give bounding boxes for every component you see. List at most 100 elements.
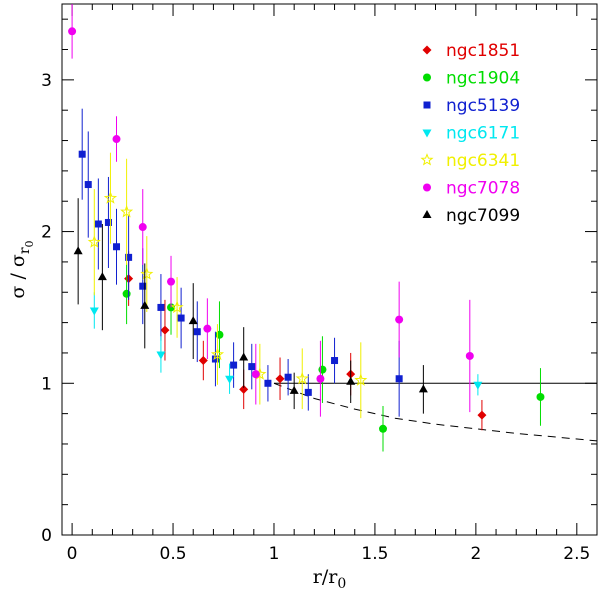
data-point bbox=[473, 381, 483, 390]
data-point bbox=[316, 374, 325, 383]
data-point bbox=[193, 328, 201, 336]
legend-label: ngc5139 bbox=[446, 96, 520, 116]
legend-marker bbox=[422, 45, 432, 55]
y-tick-label: 1 bbox=[41, 374, 52, 394]
data-point bbox=[140, 267, 154, 280]
data-point bbox=[87, 235, 101, 248]
data-point bbox=[379, 424, 387, 433]
legend-marker bbox=[420, 153, 434, 166]
data-point bbox=[177, 314, 185, 322]
data-point bbox=[477, 410, 487, 420]
series-ngc5139 bbox=[78, 108, 403, 417]
data-point bbox=[304, 388, 312, 396]
plot-frame bbox=[61, 3, 598, 536]
legend-item-ngc5139: ngc5139 bbox=[423, 96, 520, 116]
data-point bbox=[68, 27, 77, 36]
legend-item-ngc7078: ngc7078 bbox=[423, 179, 520, 199]
data-point bbox=[140, 300, 150, 309]
data-point bbox=[84, 181, 92, 189]
data-point bbox=[122, 289, 131, 298]
data-point bbox=[395, 375, 403, 383]
x-tick-label: 0 bbox=[67, 544, 78, 564]
data-point bbox=[418, 384, 428, 393]
x-tick-label: 2.5 bbox=[563, 544, 590, 564]
legend-marker bbox=[423, 101, 431, 109]
data-point bbox=[125, 253, 133, 261]
data-point bbox=[536, 392, 545, 401]
data-point bbox=[354, 373, 368, 386]
data-point bbox=[203, 324, 212, 333]
data-point bbox=[73, 246, 83, 255]
data-point bbox=[156, 351, 166, 360]
data-point bbox=[167, 277, 176, 286]
data-point bbox=[289, 385, 299, 394]
data-point bbox=[210, 347, 225, 361]
data-point bbox=[239, 352, 249, 361]
data-points-layer bbox=[68, 4, 545, 452]
data-point bbox=[112, 135, 121, 144]
data-point bbox=[331, 357, 339, 365]
legend-label: ngc7099 bbox=[446, 206, 520, 226]
data-point bbox=[275, 374, 285, 384]
data-point bbox=[295, 371, 309, 385]
data-point bbox=[97, 272, 107, 281]
legend-label: ngc1851 bbox=[446, 41, 520, 61]
legend-item-ngc7099: ngc7099 bbox=[422, 206, 520, 226]
x-tick-label: 1.5 bbox=[361, 544, 388, 564]
x-tick-label: 2 bbox=[470, 544, 481, 564]
data-point bbox=[170, 300, 184, 314]
data-point bbox=[225, 375, 235, 384]
legend-item-ngc1904: ngc1904 bbox=[423, 69, 520, 89]
x-tick-label: 1 bbox=[269, 544, 280, 564]
data-point bbox=[318, 365, 327, 374]
data-point bbox=[160, 325, 170, 335]
legend-item-ngc6171: ngc6171 bbox=[422, 124, 520, 144]
data-point bbox=[215, 330, 224, 339]
data-point bbox=[188, 316, 198, 325]
series-ngc1851 bbox=[124, 251, 487, 431]
data-point bbox=[465, 351, 474, 360]
legend-item-ngc1851: ngc1851 bbox=[422, 41, 520, 61]
legend-item-ngc6341: ngc6341 bbox=[420, 151, 520, 171]
data-point bbox=[239, 384, 249, 394]
data-point bbox=[120, 204, 134, 218]
y-tick-label: 0 bbox=[41, 526, 52, 546]
data-point bbox=[113, 243, 121, 251]
legend-marker bbox=[423, 183, 431, 192]
data-point bbox=[395, 315, 404, 324]
y-tick-label: 3 bbox=[41, 71, 52, 91]
reference-line-model bbox=[273, 382, 598, 442]
reference-lines-layer bbox=[273, 382, 598, 442]
series-ngc6341 bbox=[87, 152, 368, 419]
data-point bbox=[251, 370, 260, 379]
legend-label: ngc7078 bbox=[446, 179, 520, 199]
data-point bbox=[104, 218, 112, 226]
legend-label: ngc6171 bbox=[446, 124, 520, 144]
chart-axes-layer: 0 0.5 1 1.5 2 2.5 0 1 2 3 bbox=[41, 3, 598, 564]
y-axis-title: σ / σr0 bbox=[7, 240, 36, 298]
data-point bbox=[94, 220, 102, 228]
data-point bbox=[157, 303, 165, 311]
x-tick-label: 0.5 bbox=[160, 544, 187, 564]
legend-marker bbox=[422, 210, 432, 218]
data-point bbox=[248, 363, 256, 371]
y-tick-label: 2 bbox=[41, 223, 52, 243]
data-point bbox=[103, 191, 118, 204]
data-point bbox=[211, 355, 219, 363]
data-point bbox=[230, 361, 238, 369]
series-ngc6171 bbox=[89, 292, 483, 396]
legend-label: ngc1904 bbox=[446, 69, 520, 89]
x-axis-title: r/r0 bbox=[313, 566, 347, 592]
data-point bbox=[264, 379, 272, 387]
data-point bbox=[138, 223, 147, 232]
data-point bbox=[89, 307, 99, 316]
legend-marker bbox=[423, 73, 431, 82]
data-point bbox=[346, 376, 356, 385]
series-ngc7099 bbox=[73, 198, 428, 414]
data-point bbox=[139, 282, 147, 290]
legend: ngc1851 ngc1904 ngc5139 ngc6171 ngc6341 ngc70… bbox=[420, 41, 520, 226]
data-point bbox=[284, 373, 292, 381]
legend-label: ngc6341 bbox=[446, 151, 520, 171]
data-point bbox=[198, 356, 208, 366]
